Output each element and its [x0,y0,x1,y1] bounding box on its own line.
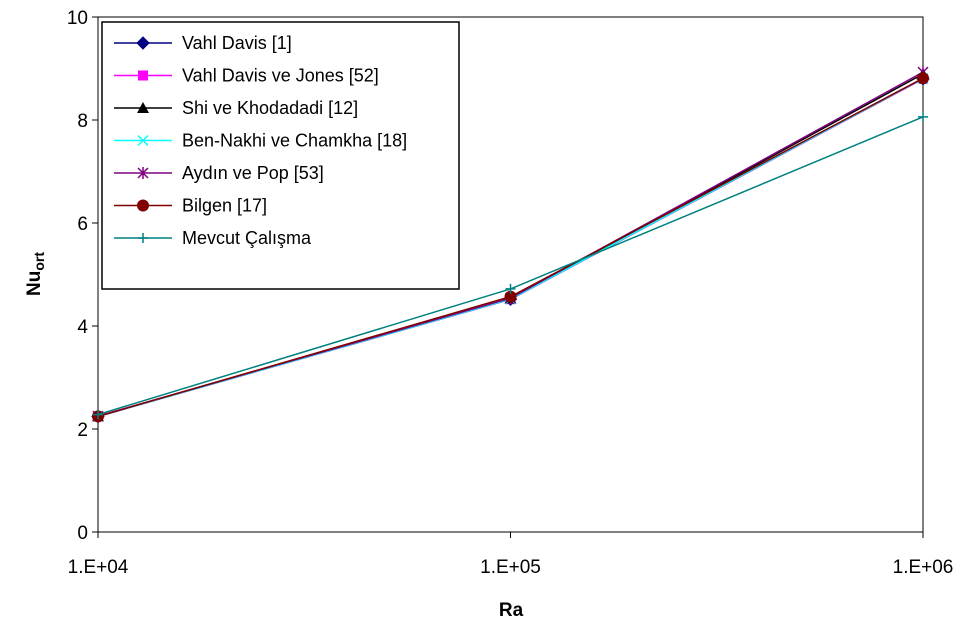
legend-item: Mevcut Çalışma [114,228,312,248]
legend-label: Vahl Davis [1] [182,33,292,53]
legend-item: Aydın ve Pop [53] [114,163,324,183]
legend-marker [138,70,148,81]
x-tick-label: 1.E+06 [893,557,954,578]
series-7 [93,111,928,420]
legend-item: Ben-Nakhi ve Chamkha [18] [114,131,407,151]
data-point [504,290,517,303]
x-tick-label: 1.E+04 [68,557,129,578]
y-tick-label: 2 [77,420,88,441]
legend-marker [136,36,150,50]
data-point [918,111,928,122]
legend-box [101,21,460,290]
legend-items: Vahl Davis [1] Vahl Davis ve Jones [52] Sh… [114,33,407,248]
legend-marker [137,102,149,113]
legend-item: Vahl Davis [1] [114,33,292,53]
y-axis: 0 2 4 6 8 10 [67,8,98,544]
x-tick-label: 1.E+05 [480,557,541,578]
data-point [505,283,516,294]
legend: Vahl Davis [1] Vahl Davis ve Jones [52] Sh… [101,21,460,290]
y-tick-label: 10 [67,8,88,29]
y-axis-title-main: Nu [24,271,45,296]
legend-item: Vahl Davis ve Jones [52] [114,66,379,86]
y-tick-label: 0 [77,523,88,544]
data-point [93,409,103,420]
legend-marker [137,199,149,212]
x-axis: 1.E+04 1.E+05 1.E+06 [68,532,954,578]
y-axis-title: Nuort [24,252,47,296]
legend-label: Ben-Nakhi ve Chamkha [18] [182,131,407,151]
x-axis-title: Ra [499,600,524,621]
legend-marker [137,134,149,147]
y-tick-label: 8 [77,111,88,132]
legend-label: Bilgen [17] [182,196,267,216]
y-tick-label: 4 [77,317,88,338]
legend-marker [138,233,148,243]
legend-label: Shi ve Khodadadi [12] [182,98,358,118]
legend-label: Mevcut Çalışma [182,228,312,248]
series-layer [91,66,930,424]
legend-item: Bilgen [17] [114,196,267,216]
data-point [917,72,929,85]
y-axis-title-subscript: ort [31,252,47,271]
legend-label: Vahl Davis ve Jones [52] [182,66,379,86]
y-tick-label: 6 [77,214,88,235]
legend-item: Shi ve Khodadadi [12] [114,98,358,118]
legend-marker [137,167,149,179]
legend-label: Aydın ve Pop [53] [182,163,324,183]
